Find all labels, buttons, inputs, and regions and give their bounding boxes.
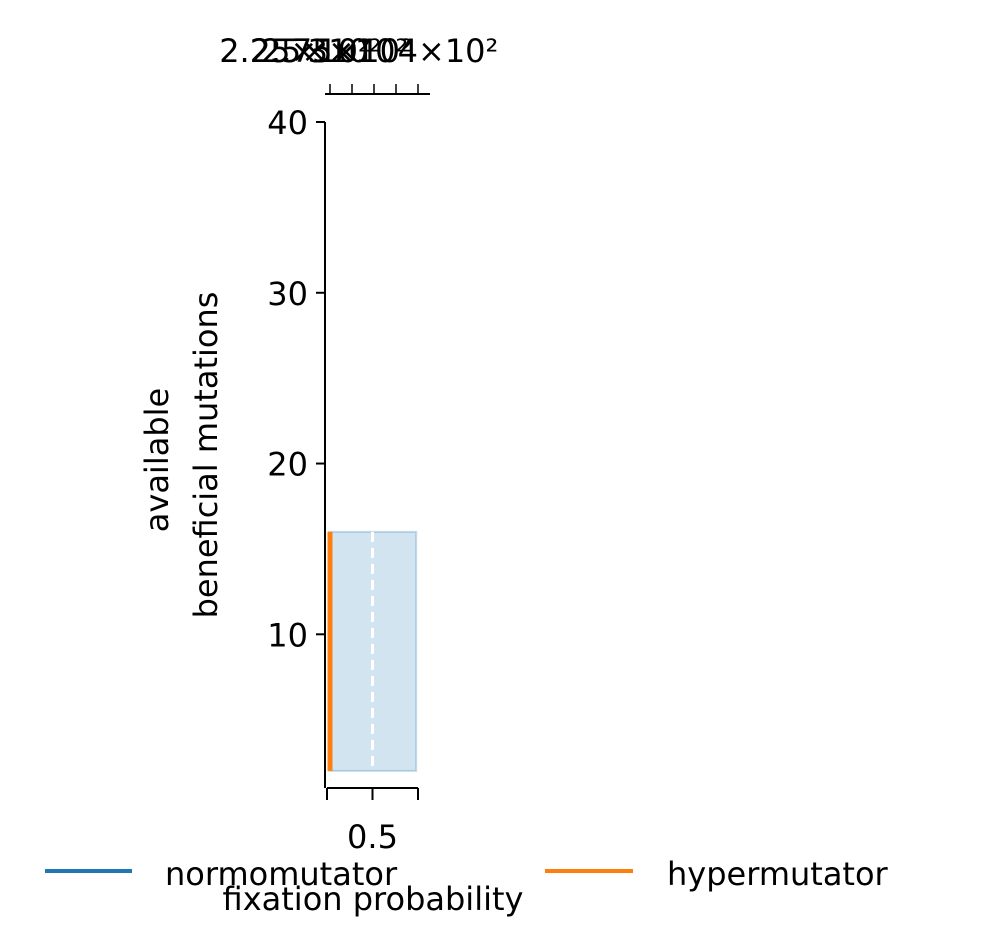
- legend: normomutator hypermutator: [45, 855, 889, 893]
- plot-area: 10 20 30 40 0.5 2.25×10²2.5×10²2.75×10²3×10²4…: [219, 32, 498, 856]
- y-tick-label-10: 10: [267, 616, 308, 654]
- x-axis-label: fixation probability: [223, 880, 524, 918]
- top-tick-label-1: 2.5×10²: [250, 32, 381, 70]
- top-tick-label-2: 2.75×10²: [261, 32, 413, 70]
- top-tick-label-4: 4×10²: [398, 32, 499, 70]
- top-tick-label-0: 2.25×10²: [219, 32, 371, 70]
- y-axis-label-line1: available: [138, 388, 176, 532]
- legend-label-normomutator: normomutator: [165, 855, 398, 893]
- top-tick-label-3: 3×10²: [308, 32, 409, 70]
- y-tick-label-30: 30: [267, 275, 308, 313]
- y-axis-label-line2: beneficial mutations: [187, 292, 225, 619]
- legend-label-hypermutator: hypermutator: [667, 855, 889, 893]
- y-tick-label-20: 20: [267, 446, 308, 484]
- x-tick-label-0.5: 0.5: [347, 818, 398, 856]
- y-tick-label-40: 40: [267, 104, 308, 142]
